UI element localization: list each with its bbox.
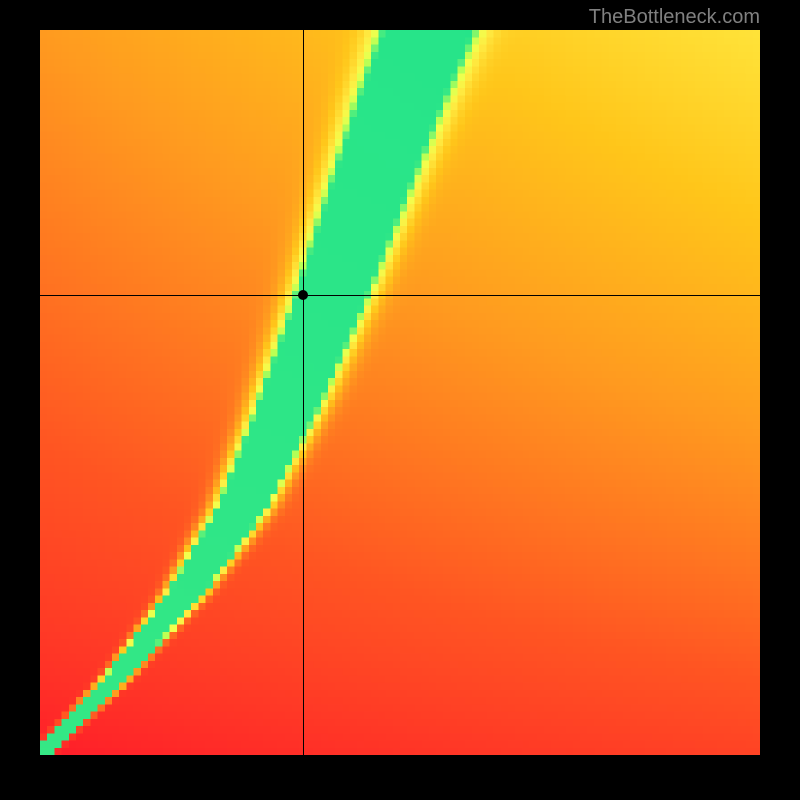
crosshair-marker [298,290,308,300]
crosshair-vertical [303,30,304,755]
heatmap-plot [40,30,760,755]
watermark-text: TheBottleneck.com [589,6,760,29]
heatmap-canvas [40,30,760,755]
crosshair-horizontal [40,295,760,296]
